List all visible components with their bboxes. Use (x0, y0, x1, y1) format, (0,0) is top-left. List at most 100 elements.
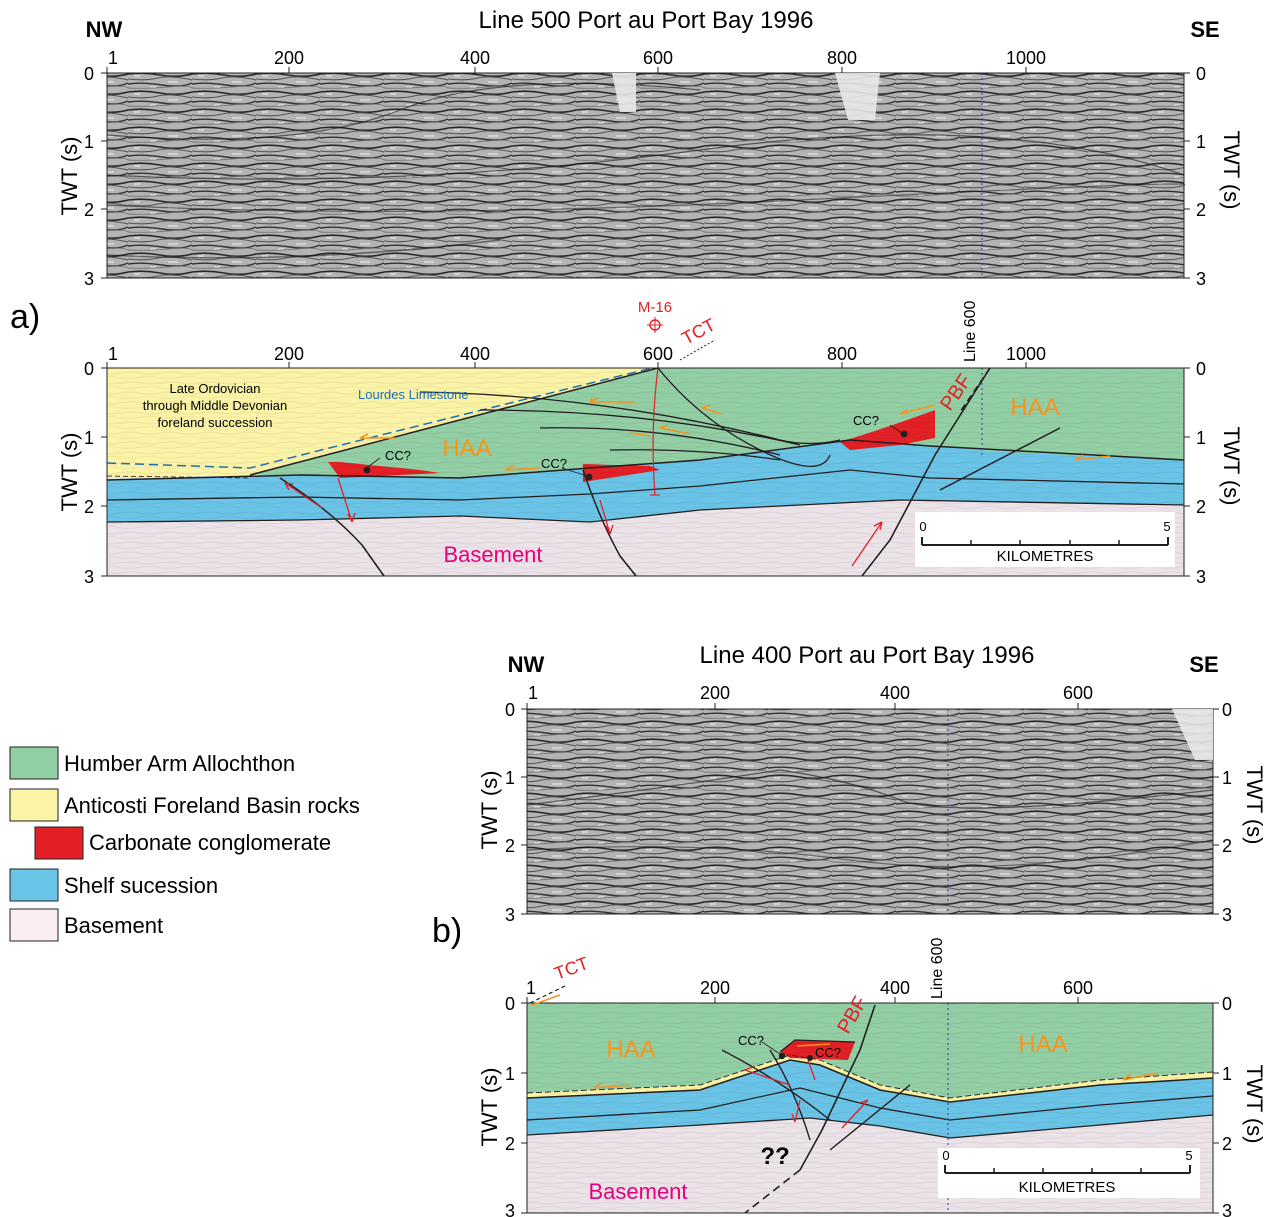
tick-label: 200 (274, 48, 304, 68)
tick-label: 0 (505, 994, 515, 1014)
panel-a-labels: Line 500 Port au Port Bay 1996 NW SE 1 2… (10, 7, 1244, 587)
basement-label: Basement (443, 542, 542, 567)
tick-label: 1 (84, 132, 94, 152)
scale-unit: KILOMETRES (1019, 1179, 1116, 1196)
tick-label: 2 (84, 497, 94, 517)
axis-label: TWT (s) (57, 432, 82, 511)
tick-label: 1 (528, 683, 538, 703)
panel-b-title: Line 400 Port au Port Bay 1996 (700, 642, 1035, 669)
tick-label: 1 (505, 1064, 515, 1084)
panel-letter-a: a) (10, 298, 40, 336)
legend-swatch (9, 788, 59, 822)
tick-label: 400 (460, 48, 490, 68)
tick-label: 3 (1222, 905, 1232, 925)
tick-label: 1 (108, 344, 118, 364)
foreland-note: through Middle Devonian (143, 398, 288, 413)
tick-label: 600 (1063, 683, 1093, 703)
cc-label: CC? (385, 448, 411, 463)
axis-label: TWT (s) (1242, 1064, 1266, 1143)
cc-label: CC? (541, 456, 567, 471)
tick-label: 200 (700, 978, 730, 998)
panel-b-raw-section (526, 708, 1214, 915)
haa-label: HAA (1010, 394, 1059, 421)
foreland-note: Late Ordovician (169, 381, 260, 396)
axis-label: TWT (s) (1242, 765, 1266, 844)
scale-max: 5 (1185, 1148, 1192, 1163)
tick-label: 400 (880, 683, 910, 703)
legend-label: Basement (64, 913, 163, 938)
legend-label: Carbonate conglomerate (89, 830, 331, 855)
tick-label: 3 (84, 567, 94, 587)
tick-label: 2 (505, 836, 515, 856)
axis-label: TWT (s) (477, 1067, 502, 1146)
tick-label: 600 (1063, 978, 1093, 998)
panel-b-interpreted-section (526, 984, 1214, 1214)
tct-label: TCT (678, 314, 718, 348)
tick-label: 1 (1222, 768, 1232, 788)
basement-label: Basement (588, 1179, 687, 1204)
panel-b-nw-label: NW (508, 652, 545, 677)
tick-label: 0 (1196, 64, 1206, 84)
panel-a-raw-section (106, 72, 1186, 279)
tick-label: 600 (643, 344, 673, 364)
panel-b-ticks (521, 703, 1219, 1214)
haa-label: HAA (1018, 1031, 1067, 1058)
panel-a-title: Line 500 Port au Port Bay 1996 (479, 7, 814, 34)
tick-label: 1 (1196, 428, 1206, 448)
tick-label: 800 (827, 344, 857, 364)
tick-label: 2 (1196, 497, 1206, 517)
panel-a-se-label: SE (1190, 17, 1219, 42)
crossline-label: Line 600 (929, 938, 946, 999)
cc-label: CC? (815, 1045, 841, 1060)
axis-label: TWT (s) (1219, 130, 1244, 209)
tick-label: 1 (1222, 1064, 1232, 1084)
legend-swatch (9, 868, 59, 902)
legend-label: Anticosti Foreland Basin rocks (64, 793, 360, 818)
scale-min: 0 (942, 1148, 949, 1163)
panel-a-ticks (101, 67, 1190, 577)
haa-label: HAA (442, 435, 491, 462)
tick-label: 0 (1222, 700, 1232, 720)
legend-swatch (9, 908, 59, 942)
tick-label: 3 (1196, 269, 1206, 289)
cc-label: CC? (738, 1033, 764, 1048)
tick-label: 2 (505, 1134, 515, 1154)
tct-label: TCT (552, 953, 592, 984)
tick-label: 0 (505, 700, 515, 720)
cc-label: CC? (853, 413, 879, 428)
unknown-label: ?? (760, 1143, 789, 1170)
panel-letter-b: b) (432, 912, 462, 950)
tick-label: 3 (505, 905, 515, 925)
tick-label: 2 (84, 200, 94, 220)
foreland-note: foreland succession (158, 415, 273, 430)
tick-label: 2 (1222, 836, 1232, 856)
tick-label: 200 (274, 344, 304, 364)
legend: Humber Arm Allochthon Anticosti Foreland… (9, 746, 360, 942)
tick-label: 2 (1196, 200, 1206, 220)
legend-swatch (9, 746, 59, 780)
tick-label: 1 (526, 978, 536, 998)
tick-label: 600 (643, 48, 673, 68)
axis-label: TWT (s) (477, 770, 502, 849)
tick-label: 0 (84, 359, 94, 379)
axis-label: TWT (s) (57, 136, 82, 215)
scale-min: 0 (919, 519, 926, 534)
scale-unit: KILOMETRES (997, 548, 1094, 565)
tick-label: 400 (880, 978, 910, 998)
panel-b-labels: Line 400 Port au Port Bay 1996 NW SE 1 2… (432, 642, 1266, 1217)
tick-label: 1 (505, 768, 515, 788)
tick-label: 800 (827, 48, 857, 68)
tick-label: 0 (1222, 994, 1232, 1014)
legend-label: Humber Arm Allochthon (64, 751, 295, 776)
panel-b-se-label: SE (1189, 652, 1218, 677)
scale-max: 5 (1163, 519, 1170, 534)
lourdes-label: Lourdes Limestone (358, 387, 469, 402)
tick-label: 400 (460, 344, 490, 364)
tick-label: 3 (1196, 567, 1206, 587)
tick-label: 1 (1196, 132, 1206, 152)
axis-label: TWT (s) (1219, 426, 1244, 505)
crossline-label: Line 600 (962, 301, 979, 362)
haa-label: HAA (606, 1036, 655, 1063)
tick-label: 2 (1222, 1134, 1232, 1154)
